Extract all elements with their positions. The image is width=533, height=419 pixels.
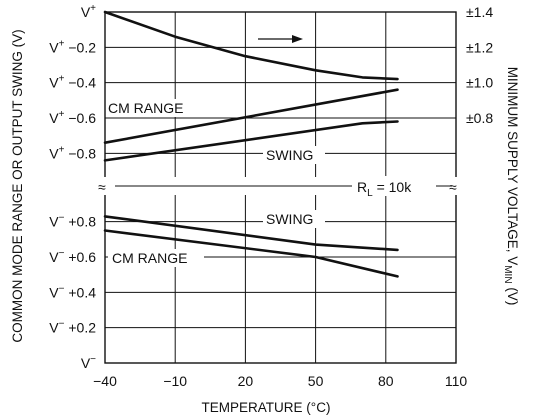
x-tick-label: −10 — [163, 373, 187, 389]
y-left-tick-label-upper: V+ −0.6 — [49, 109, 96, 126]
axis-break-right-symbol: ≈ — [449, 179, 457, 195]
tick-offset: +0.8 — [64, 214, 96, 230]
tick-superscript: + — [59, 74, 65, 85]
lower-swing-line — [103, 215, 399, 252]
tick-superscript: − — [90, 354, 96, 365]
y-left-tick-label-lower: V− +0.4 — [49, 283, 96, 300]
cm-range-lower-label: CM RANGE — [112, 250, 187, 266]
x-tick-label: 50 — [308, 373, 324, 389]
cm-range-upper-label: CM RANGE — [108, 100, 183, 116]
tick-superscript: + — [59, 144, 65, 155]
tick-superscript: − — [59, 283, 65, 294]
y-left-tick-label-upper: V+ −0.8 — [49, 144, 96, 161]
tick-superscript: + — [90, 3, 96, 14]
tick-offset: +0.2 — [64, 320, 96, 336]
tick-offset: −0.2 — [64, 39, 96, 55]
y-left-tick-label-lower: V−​ — [81, 354, 96, 371]
cm-range-upper-label-bg — [106, 99, 202, 117]
y-left-tick-label-upper: V+ −0.4 — [49, 74, 96, 91]
rl-label-bg — [352, 176, 436, 196]
tick-base: V — [49, 110, 59, 126]
x-tick-label: −40 — [93, 373, 117, 389]
swing-upper-label-bg — [263, 146, 325, 164]
y-right-tick-label: ±1.0 — [466, 75, 493, 91]
tick-superscript: − — [59, 213, 65, 224]
y-left-tick-label-lower: V− +0.6 — [49, 248, 96, 265]
lower-cm-range-line — [103, 229, 399, 278]
tick-base: V — [49, 249, 59, 265]
y-left-tick-label-lower: V− +0.8 — [49, 213, 96, 230]
cm-range-lower-label-bg — [108, 249, 204, 267]
series-lines — [103, 10, 399, 278]
y-left-tick-label-lower: V− +0.2 — [49, 319, 96, 336]
tick-base: V — [49, 145, 59, 161]
y-right-tick-label: ±1.2 — [466, 39, 493, 55]
tick-base: V — [49, 214, 59, 230]
tick-base: V — [49, 39, 59, 55]
tick-offset: +0.4 — [64, 284, 96, 300]
y-left-tick-label-upper: V+ −0.2 — [49, 38, 96, 55]
swing-upper-label: SWING — [266, 147, 313, 163]
tick-offset: −0.6 — [64, 110, 96, 126]
x-axis-title: TEMPERATURE (°C) — [202, 400, 331, 415]
y-right-tick-label: ±0.8 — [466, 110, 493, 126]
upper-min-supply-voltage-line — [103, 10, 399, 81]
tick-superscript: − — [59, 248, 65, 259]
tick-base: V — [81, 355, 91, 371]
axis-break-left-symbol: ≈ — [98, 179, 106, 195]
tick-base: V — [49, 284, 59, 300]
upper-cm-range-line — [103, 88, 399, 144]
right-axis-arrow-icon — [258, 35, 303, 43]
tick-superscript: + — [59, 38, 65, 49]
rl-label-value: = 10k — [373, 179, 413, 195]
y-axis-left-title: COMMON MODE RANGE OR OUTPUT SWING (V) — [10, 29, 25, 342]
tick-offset: −0.8 — [64, 145, 96, 161]
upper-swing-line — [103, 120, 399, 162]
tick-base: V — [81, 4, 91, 20]
tick-superscript: − — [59, 319, 65, 330]
swing-lower-label: SWING — [266, 211, 313, 227]
x-tick-label: 110 — [445, 373, 468, 389]
y-right-tick-label: ±1.4 — [466, 4, 493, 20]
x-tick-label: 20 — [238, 373, 254, 389]
swing-lower-label-bg — [263, 210, 325, 228]
rl-label-sub: L — [367, 188, 373, 199]
y-axis-right-title-sub: MIN — [502, 265, 513, 283]
y-axis-right-title-main: MINIMUM SUPPLY VOLTAGE, V — [505, 67, 520, 266]
rl-label-r: R — [357, 179, 367, 195]
y-axis-right-title-unit: (V) — [505, 284, 520, 306]
rl-label: RL = 10k — [357, 179, 412, 199]
tick-offset: +0.6 — [64, 249, 96, 265]
x-tick-label: 80 — [378, 373, 394, 389]
y-axis-right-title: MINIMUM SUPPLY VOLTAGE, VMIN (V) — [502, 67, 520, 306]
tick-superscript: + — [59, 109, 65, 120]
y-left-tick-label-upper: V+​ — [81, 3, 96, 20]
tick-offset: −0.4 — [64, 75, 96, 91]
tick-base: V — [49, 320, 59, 336]
tick-base: V — [49, 75, 59, 91]
